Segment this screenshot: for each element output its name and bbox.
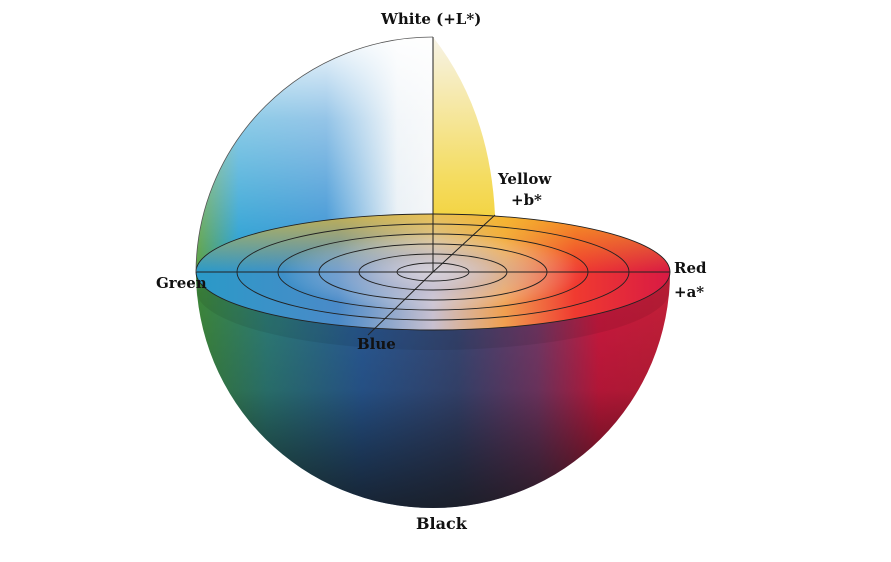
- upper-quarter-highlight: [196, 37, 433, 272]
- label-blue: Blue: [357, 335, 396, 353]
- label-red: Red: [674, 259, 707, 277]
- label-plus-a: +a*: [674, 283, 705, 301]
- label-black: Black: [416, 514, 467, 533]
- axes: [196, 37, 670, 336]
- lower-hemisphere-shade: [196, 272, 670, 508]
- label-green: Green: [156, 274, 207, 292]
- label-yellow: Yellow: [498, 170, 552, 188]
- label-white: White (+L*): [381, 10, 482, 28]
- yellow-cut-face: [433, 37, 495, 272]
- disc-rim: [196, 272, 670, 350]
- sphere-outline: [195, 36, 434, 273]
- label-plus-b: +b*: [511, 191, 542, 209]
